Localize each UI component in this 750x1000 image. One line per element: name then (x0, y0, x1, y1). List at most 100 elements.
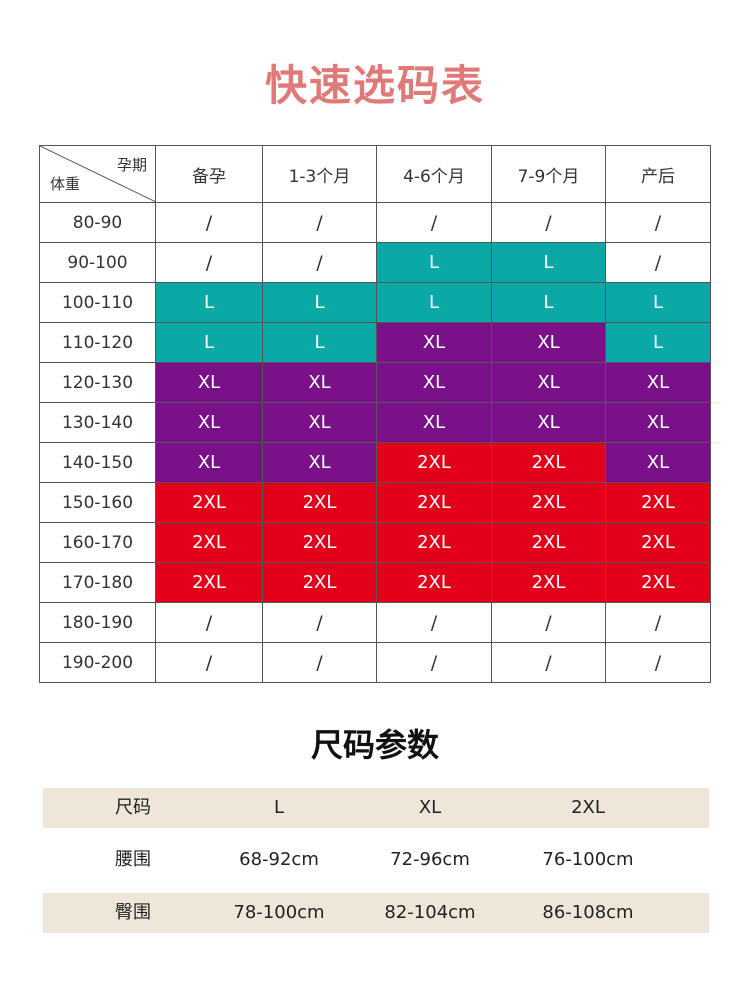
params-cell: 82-104cm (384, 902, 476, 923)
params-cell: 68-92cm (239, 849, 319, 870)
weight-label: 180-190 (39, 602, 156, 643)
size-cell: XL (262, 402, 377, 443)
size-cell: 2XL (605, 482, 711, 523)
weight-label: 110-120 (39, 322, 156, 363)
size-cell: / (376, 202, 492, 243)
size-cell: 2XL (491, 482, 606, 523)
size-cell: / (262, 202, 377, 243)
column-header: 1-3个月 (262, 145, 377, 203)
column-header: 7-9个月 (491, 145, 606, 203)
size-cell: L (376, 282, 492, 323)
table-row: 190-200// / / / (39, 642, 711, 683)
size-cell: L (155, 322, 263, 363)
params-cell: 86-108cm (542, 902, 634, 923)
params-cell: 腰围 (115, 849, 151, 870)
table-row: 180-190// / / / (39, 602, 711, 643)
size-cell: 2XL (491, 522, 606, 563)
size-cell: XL (376, 402, 492, 443)
size-cell: 2XL (605, 562, 711, 603)
table-row: 170-180 2XL 2XL 2XL 2XL 2XL (39, 562, 711, 603)
size-cell: XL (491, 362, 606, 403)
table-row: 110-120 L L XL XL L (39, 322, 711, 363)
params-title: 尺码参数 (310, 726, 439, 764)
size-cell: XL (376, 362, 492, 403)
size-cell: / (155, 242, 263, 283)
size-cell: / (262, 242, 377, 283)
size-cell: / (491, 202, 606, 243)
size-cell: 2XL (376, 522, 492, 563)
params-row-hip: 臀围 78-100cm 82-104cm 86-108cm (43, 893, 709, 933)
table-row: 100-110 L L L L L (39, 282, 711, 323)
params-cell: 78-100cm (233, 902, 325, 923)
size-cell: / (605, 642, 711, 683)
table-row: 130-140 XL XL XL XL XL (39, 402, 711, 443)
size-cell: XL (155, 402, 263, 443)
params-header-cell: 尺码 (115, 797, 151, 818)
size-cell: L (155, 282, 263, 323)
params-row-waist: 腰围 68-92cm 72-96cm 76-100cm (43, 840, 709, 880)
size-cell: L (376, 242, 492, 283)
size-cell: 2XL (376, 442, 492, 483)
size-cell: XL (376, 322, 492, 363)
size-cell: L (605, 282, 711, 323)
table-row: 140-150 XL XL 2XL 2XL XL (39, 442, 711, 483)
corner-label-weight: 体重 (50, 175, 81, 193)
size-cell: XL (262, 442, 377, 483)
params-row-band (43, 893, 709, 933)
size-cell: L (262, 282, 377, 323)
size-cell: / (155, 602, 263, 643)
params-header-cell: 2XL (571, 797, 605, 818)
weight-label: 160-170 (39, 522, 156, 563)
page-title: 快速选码表 (264, 61, 485, 110)
size-cell: XL (491, 322, 606, 363)
params-cell: 臀围 (115, 902, 151, 923)
params-header-cell: XL (418, 797, 442, 818)
size-cell: XL (155, 362, 263, 403)
weight-label: 190-200 (39, 642, 156, 683)
weight-label: 140-150 (39, 442, 156, 483)
size-cell: / (262, 602, 377, 643)
column-header: 产后 (605, 145, 711, 203)
size-cell: / (376, 602, 492, 643)
size-cell: / (155, 202, 263, 243)
size-cell: / (262, 642, 377, 683)
size-cell: / (605, 242, 711, 283)
size-cell: 2XL (376, 562, 492, 603)
size-cell: L (491, 242, 606, 283)
weight-label: 170-180 (39, 562, 156, 603)
weight-label: 130-140 (39, 402, 156, 443)
corner-cell: 孕期 体重 (39, 145, 156, 203)
size-cell: 2XL (262, 562, 377, 603)
table-row: 120-130 XL XL XL XL XL (39, 362, 711, 403)
size-cell: 2XL (491, 562, 606, 603)
size-cell: L (605, 322, 711, 363)
size-cell: / (491, 602, 606, 643)
size-cell: XL (605, 442, 711, 483)
size-cell: 2XL (155, 522, 263, 563)
size-cell: XL (605, 402, 711, 443)
weight-label: 100-110 (39, 282, 156, 323)
size-cell: 2XL (155, 482, 263, 523)
weight-label: 120-130 (39, 362, 156, 403)
weight-label: 90-100 (39, 242, 156, 283)
weight-label: 80-90 (39, 202, 156, 243)
size-cell: 2XL (376, 482, 492, 523)
size-cell: 2XL (155, 562, 263, 603)
params-header-row: 尺码 L XL 2XL (43, 788, 709, 828)
size-cell: / (491, 642, 606, 683)
table-row: 80-90// / / / (39, 202, 711, 243)
size-cell: XL (491, 402, 606, 443)
column-header: 备孕 (155, 145, 263, 203)
size-cell: L (491, 282, 606, 323)
table-header-row: 孕期 体重 备孕 1-3个月 4-6个月 7-9个月 产后 (39, 145, 711, 203)
size-cell: / (605, 602, 711, 643)
table-row: 150-160 2XL 2XL 2XL 2XL 2XL (39, 482, 711, 523)
weight-label: 150-160 (39, 482, 156, 523)
params-header-band (43, 788, 709, 828)
params-cell: 76-100cm (542, 849, 634, 870)
size-cell: XL (155, 442, 263, 483)
size-cell: / (155, 642, 263, 683)
table-row: 90-100// L L / (39, 242, 711, 283)
size-cell: L (262, 322, 377, 363)
size-cell: XL (605, 362, 711, 403)
